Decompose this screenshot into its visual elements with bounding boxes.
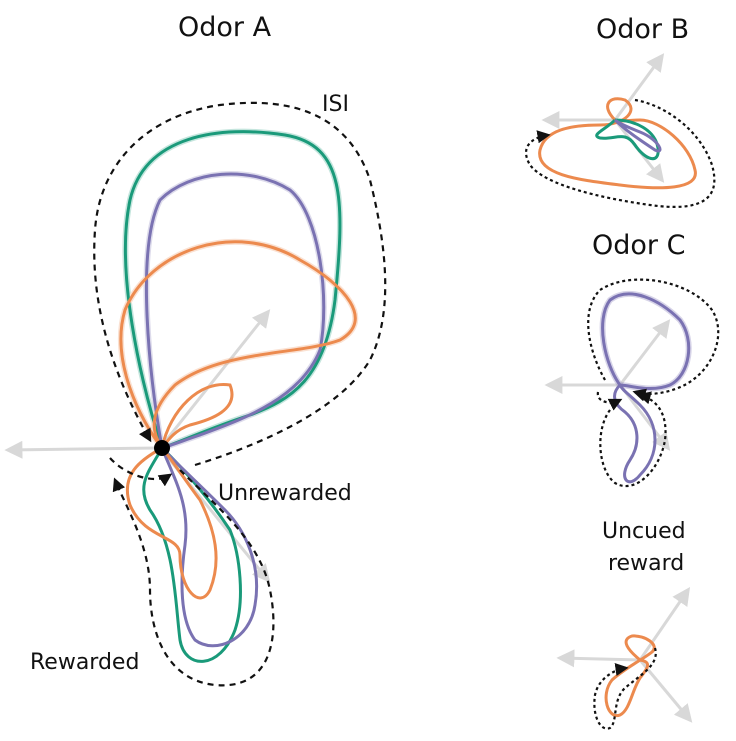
isi-label: ISI (322, 92, 349, 117)
axis-arrow-up-right (158, 309, 271, 449)
uncued-title-line2: reward (608, 551, 685, 576)
odor-b-dashed-envelope (524, 98, 716, 209)
isi-envelope (93, 101, 387, 467)
odor-a-dashed-envelopes (93, 101, 387, 687)
odor-c-title: Odor C (592, 230, 686, 261)
odor-c-axes (544, 319, 671, 451)
uncued-dashed-envelope (593, 647, 657, 730)
trajectory-purple (144, 172, 326, 648)
rewarded-envelope (112, 469, 275, 687)
odor-b-title: Odor B (596, 14, 690, 45)
trajectory-orange (119, 240, 357, 600)
odor-a-trajectories (119, 130, 357, 663)
uncued-title-line1: Uncued (602, 519, 686, 544)
odor-c-dashed-envelopes (587, 278, 720, 488)
axis-arrow-left (4, 440, 161, 459)
origin-dot (154, 440, 170, 456)
odor-c-trajectories (599, 290, 692, 484)
unrewarded-label: Unrewarded (218, 481, 352, 506)
odor-a-title: Odor A (178, 12, 272, 43)
odor-b-axes (541, 53, 665, 183)
uncued-axes (556, 587, 693, 723)
unrewarded-envelope (109, 457, 173, 487)
odor-b-trajectories (538, 97, 697, 190)
rewarded-label: Rewarded (30, 650, 140, 675)
uncued-trajectories (604, 634, 656, 718)
